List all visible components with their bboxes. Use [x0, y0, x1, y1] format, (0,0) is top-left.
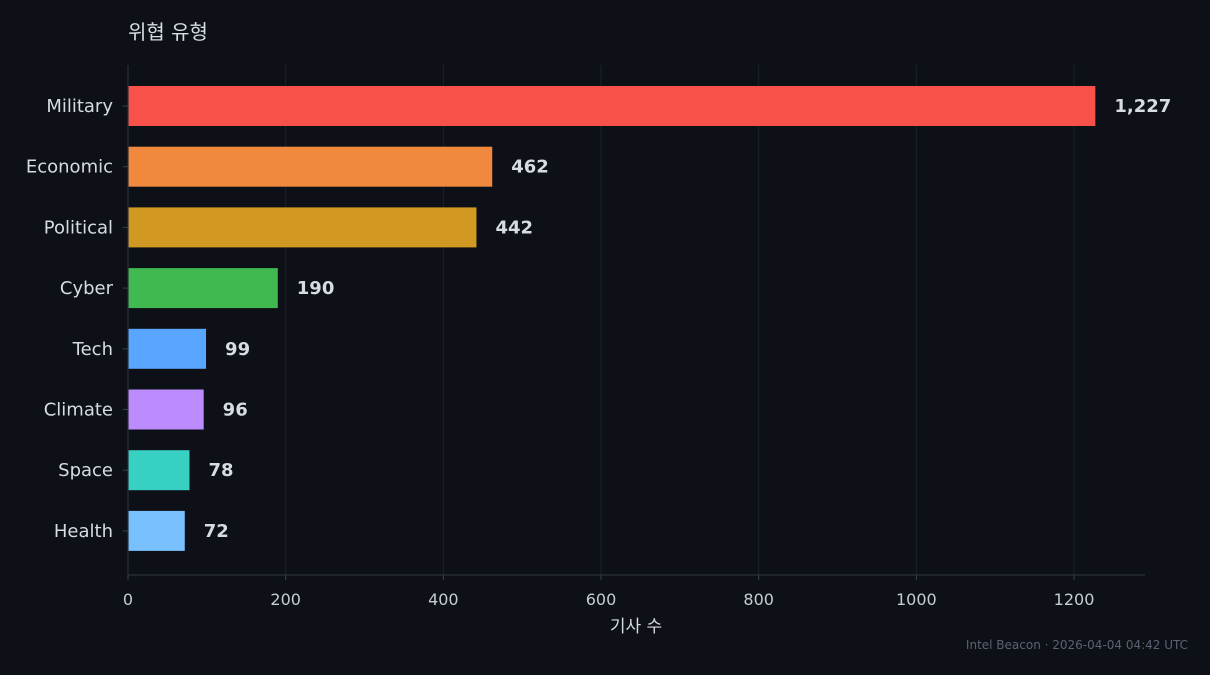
value-label: 72	[204, 521, 229, 542]
category-label: Tech	[72, 339, 113, 360]
value-label: 1,227	[1114, 96, 1171, 117]
value-label: 442	[495, 217, 533, 238]
value-label: 96	[223, 400, 248, 421]
grid	[285, 65, 1075, 575]
x-tick-label: 200	[270, 590, 301, 609]
x-axis-label: 기사 수	[610, 617, 662, 637]
bar-economic	[128, 146, 493, 187]
category-label: Cyber	[60, 278, 114, 299]
x-tick-label: 1200	[1054, 590, 1095, 609]
value-label: 190	[297, 278, 335, 299]
bar-military	[128, 86, 1096, 126]
bars: 1,227 462 442 190 99 96 78 72	[128, 86, 1171, 551]
bar-climate	[128, 389, 204, 430]
x-tick-label: 0	[123, 590, 133, 609]
chart-title: 위협 유형	[128, 20, 208, 44]
category-label: Space	[58, 460, 113, 481]
category-label: Political	[44, 217, 113, 238]
x-tick-label: 1000	[896, 590, 937, 609]
x-tick-label: 600	[586, 590, 617, 609]
x-tick-label: 400	[428, 590, 459, 609]
bar-political	[128, 207, 477, 248]
value-label: 78	[208, 460, 233, 481]
category-label: Health	[54, 521, 113, 542]
bar-tech	[128, 328, 207, 369]
value-label: 99	[225, 339, 250, 360]
category-label: Economic	[26, 157, 113, 178]
x-tick-label: 800	[743, 590, 774, 609]
footer-timestamp: Intel Beacon · 2026-04-04 04:42 UTC	[965, 638, 1188, 652]
bar-cyber	[128, 268, 278, 309]
axes: 0 200 400 600 800 1000 1200 Military Economic Pol…	[26, 65, 1145, 609]
bar-health	[128, 510, 185, 551]
category-label: Military	[46, 96, 113, 117]
bar-space	[128, 450, 190, 491]
value-label: 462	[511, 157, 549, 178]
category-label: Climate	[44, 400, 113, 421]
